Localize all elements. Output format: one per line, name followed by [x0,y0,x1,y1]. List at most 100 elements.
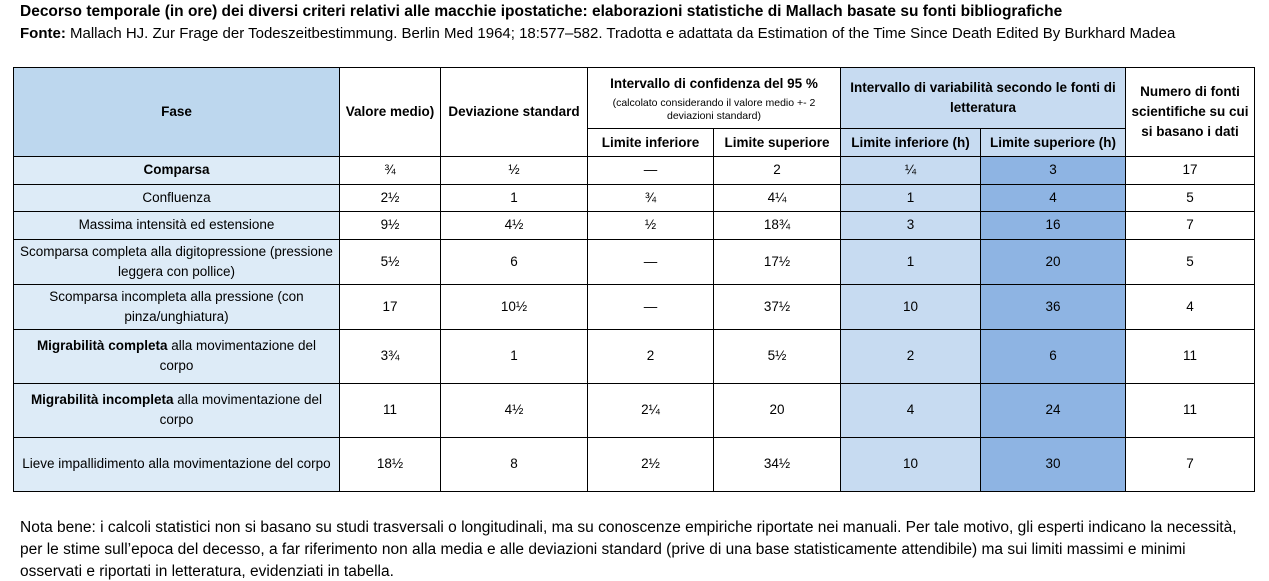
cell-ci-upper: 5½ [713,328,841,384]
cell-var-lower: 2 [840,328,981,384]
cell-source-count: 11 [1125,328,1256,384]
header-fase: Fase [13,67,340,157]
cell-fase: Scomparsa completa alla digitopressione … [13,238,340,285]
cell-ci-upper: 2 [713,156,841,185]
cell-sd: 8 [440,436,588,493]
cell-ci-lower: — [587,238,714,285]
cell-ci-lower: ½ [587,211,714,240]
cell-source-count: 7 [1125,211,1256,240]
cell-source-count: 17 [1125,156,1256,185]
cell-var-upper: 20 [979,238,1127,285]
cell-sd: ½ [440,156,588,185]
header-sd: Deviazione standard [440,67,588,157]
cell-var-upper: 30 [979,436,1127,493]
cell-source-count: 11 [1125,382,1256,438]
cell-fase: Massima intensità ed estensione [13,211,340,240]
source-text: Mallach HJ. Zur Frage der Todeszeitbesti… [70,25,1176,42]
document-title: Decorso temporale (in ore) dei diversi c… [20,3,1063,20]
cell-var-lower: 1 [840,183,981,213]
table-row: Comparsa ¾ ½ —2 ¼ 3 17 [13,156,1256,185]
ci-title: Intervallo di confidenza del 95 % [610,75,818,91]
header-source-count: Numero di fonti scientifiche su cui si b… [1125,67,1256,157]
cell-ci-lower: — [587,156,714,185]
table-row: Massima intensità ed estensione 9½ 4½ ½ 18¾ 3… [13,211,1256,240]
cell-mean: 11 [339,382,441,438]
cell-var-upper: 36 [979,283,1127,330]
cell-ci-upper: 20 [713,382,841,438]
table-row: Scomparsa completa alla digitopressione … [13,238,1256,285]
cell-mean: 18½ [339,436,441,493]
cell-ci-lower: ¾ [587,183,714,213]
source-label: Fonte: [20,25,66,42]
cell-source-count: 4 [1125,283,1256,330]
cell-sd: 1 [440,183,588,213]
cell-ci-upper: 34½ [713,436,841,493]
cell-ci-upper: 37½ [713,283,841,330]
fase-bold-text: Migrabilità incompleta [30,392,174,408]
table-row: Migrabilità incompleta alla movimentazio… [13,382,1256,438]
cell-ci-upper: 18¾ [713,211,841,240]
header-mean: Valore medio) [339,67,441,157]
cell-var-upper: 16 [979,211,1127,240]
cell-sd: 6 [440,238,588,285]
cell-var-lower: 4 [840,382,981,438]
header-var-lower: Limite inferiore (h) [840,128,981,157]
cell-fase: Confluenza [13,183,340,213]
fase-text: Lieve impallidimento alla movimentazione… [22,456,331,472]
cell-sd: 4½ [440,382,588,438]
cell-ci-lower: 2½ [587,436,714,493]
cell-fase: Comparsa [13,156,340,185]
cell-ci-upper: 4¼ [713,183,841,213]
table-row: Migrabilità completa alla movimentazione… [13,328,1256,384]
cell-mean: 2½ [339,183,441,213]
ci-note: (calcolato considerando il valore medio … [612,96,816,122]
fase-text: Confluenza [142,189,211,205]
footnote: Nota bene: i calcoli statistici non si b… [20,519,1237,580]
table-row: Scomparsa incompleta alla pressione (con… [13,283,1256,330]
cell-source-count: 5 [1125,238,1256,285]
cell-mean: 3¾ [339,328,441,384]
cell-mean: 9½ [339,211,441,240]
fase-text: alla movimentazione del corpo [159,392,323,428]
cell-sd: 10½ [440,283,588,330]
header-variability-interval: Intervallo di variabilità secondo le fon… [839,67,1127,129]
cell-mean: 17 [339,283,441,330]
cell-source-count: 5 [1125,183,1256,213]
header-var-upper: Limite superiore (h) [979,128,1127,157]
fase-text: alla movimentazione del corpo [159,338,317,374]
hypostasis-table: Fase Valore medio) Deviazione standard I… [13,67,1256,493]
fase-text: Scomparsa completa alla digitopressione … [20,243,333,279]
cell-var-upper: 6 [979,328,1127,384]
header-confidence-interval: Intervallo di confidenza del 95 % (calco… [587,67,841,129]
cell-ci-lower: 2¼ [587,382,714,438]
cell-mean: ¾ [339,156,441,185]
table-row: Lieve impallidimento alla movimentazione… [13,436,1256,493]
cell-var-lower: 10 [840,436,981,493]
cell-ci-upper: 17½ [713,238,841,285]
cell-var-lower: 3 [840,211,981,240]
fase-bold-text: Comparsa [143,162,210,178]
cell-fase: Migrabilità completa alla movimentazione… [13,328,340,384]
table-row: Confluenza 2½ 1 ¾ 4¼ 1 4 5 [13,183,1256,213]
cell-fase: Scomparsa incompleta alla pressione (con… [13,283,340,330]
cell-ci-lower: 2 [587,328,714,384]
cell-var-upper: 4 [979,183,1127,213]
header-ci-lower: Limite inferiore [587,128,714,157]
source-line: Fonte: Mallach HJ. Zur Frage der Todesze… [20,25,1260,42]
cell-source-count: 7 [1125,436,1256,493]
cell-var-upper: 24 [979,382,1127,438]
cell-sd: 4½ [440,211,588,240]
cell-var-upper: 3 [979,156,1127,185]
cell-var-lower: ¼ [840,156,981,185]
cell-sd: 1 [440,328,588,384]
cell-fase: Lieve impallidimento alla movimentazione… [13,436,340,493]
cell-var-lower: 1 [840,238,981,285]
cell-var-lower: 10 [840,283,981,330]
cell-mean: 5½ [339,238,441,285]
fase-bold-text: Migrabilità completa [36,338,168,354]
cell-ci-lower: — [587,283,714,330]
fase-text: Massima intensità ed estensione [78,217,275,233]
cell-fase: Migrabilità incompleta alla movimentazio… [13,382,340,438]
header-ci-upper: Limite superiore [713,128,841,157]
fase-text: Scomparsa incompleta alla pressione (con… [49,288,304,324]
